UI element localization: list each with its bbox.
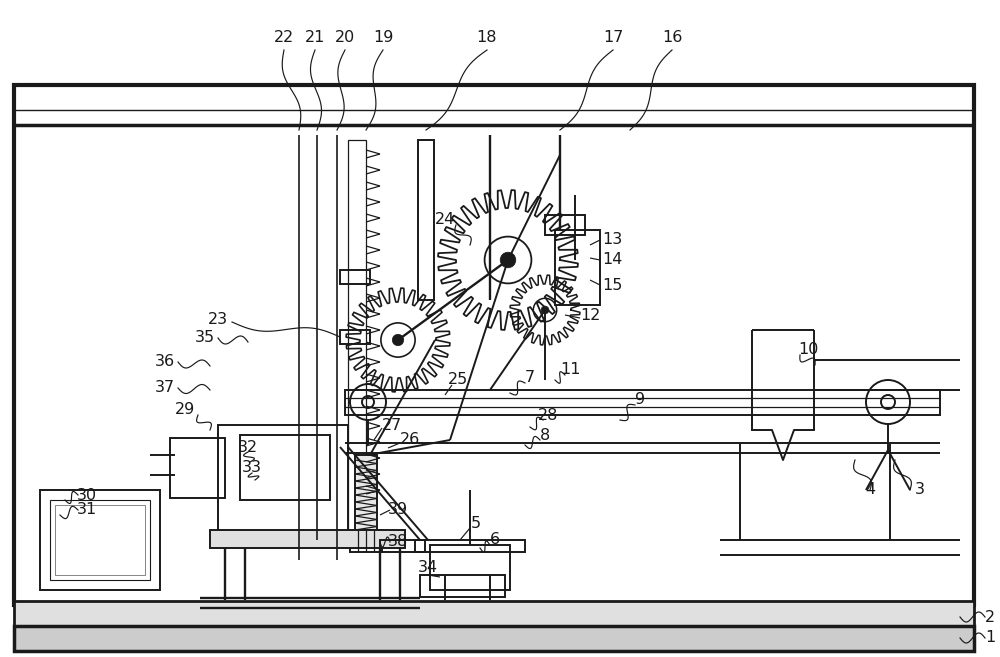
Bar <box>210 530 405 548</box>
Text: 3: 3 <box>915 482 925 497</box>
Bar <box>420 575 505 597</box>
Text: 34: 34 <box>418 560 438 576</box>
Bar <box>218 425 348 540</box>
Bar <box>240 435 330 500</box>
Text: 26: 26 <box>400 432 420 447</box>
Text: 2: 2 <box>985 610 995 625</box>
Text: 29: 29 <box>175 403 195 417</box>
Text: 23: 23 <box>208 313 228 327</box>
Text: 13: 13 <box>602 233 622 248</box>
Text: 20: 20 <box>335 30 355 45</box>
Bar <box>350 530 382 552</box>
Circle shape <box>392 334 404 346</box>
Text: 28: 28 <box>538 407 558 422</box>
Text: 35: 35 <box>195 330 215 346</box>
Bar <box>170 438 225 498</box>
Text: 18: 18 <box>477 30 497 45</box>
Text: 11: 11 <box>560 363 580 378</box>
Text: 38: 38 <box>388 535 408 549</box>
Bar <box>418 140 434 300</box>
Text: 25: 25 <box>448 373 468 388</box>
Text: 27: 27 <box>382 417 402 432</box>
Text: 14: 14 <box>602 252 622 267</box>
Bar <box>14 85 974 605</box>
Bar <box>355 455 377 530</box>
Circle shape <box>500 252 516 268</box>
Text: 4: 4 <box>865 482 875 497</box>
Text: 1: 1 <box>985 631 995 645</box>
Bar <box>555 230 600 305</box>
Text: 7: 7 <box>525 371 535 386</box>
Text: 22: 22 <box>274 30 294 45</box>
Text: 32: 32 <box>238 440 258 455</box>
Bar <box>50 500 150 580</box>
Text: 8: 8 <box>540 428 550 443</box>
Bar <box>430 545 510 590</box>
Text: 17: 17 <box>603 30 623 45</box>
Bar <box>340 330 370 344</box>
Text: 31: 31 <box>77 503 97 518</box>
Text: 30: 30 <box>77 487 97 503</box>
Text: 21: 21 <box>305 30 325 45</box>
Text: 5: 5 <box>471 516 481 530</box>
Text: 39: 39 <box>388 503 408 518</box>
Text: 24: 24 <box>435 212 455 227</box>
Text: 36: 36 <box>155 355 175 369</box>
Bar <box>545 215 585 235</box>
Text: 12: 12 <box>580 307 600 323</box>
Text: 19: 19 <box>373 30 393 45</box>
Circle shape <box>541 306 549 314</box>
Bar <box>340 270 370 284</box>
Text: 15: 15 <box>602 277 622 292</box>
Bar <box>348 140 366 530</box>
Text: 16: 16 <box>662 30 682 45</box>
Text: 6: 6 <box>490 533 500 547</box>
Bar <box>14 601 974 629</box>
Bar <box>380 540 425 552</box>
Bar <box>345 390 940 415</box>
Text: 33: 33 <box>242 461 262 476</box>
Bar <box>55 505 145 575</box>
Bar <box>14 626 974 651</box>
Text: 37: 37 <box>155 380 175 396</box>
Bar <box>40 490 160 590</box>
Text: 9: 9 <box>635 392 645 407</box>
Bar <box>415 540 525 552</box>
Text: 10: 10 <box>798 342 818 357</box>
